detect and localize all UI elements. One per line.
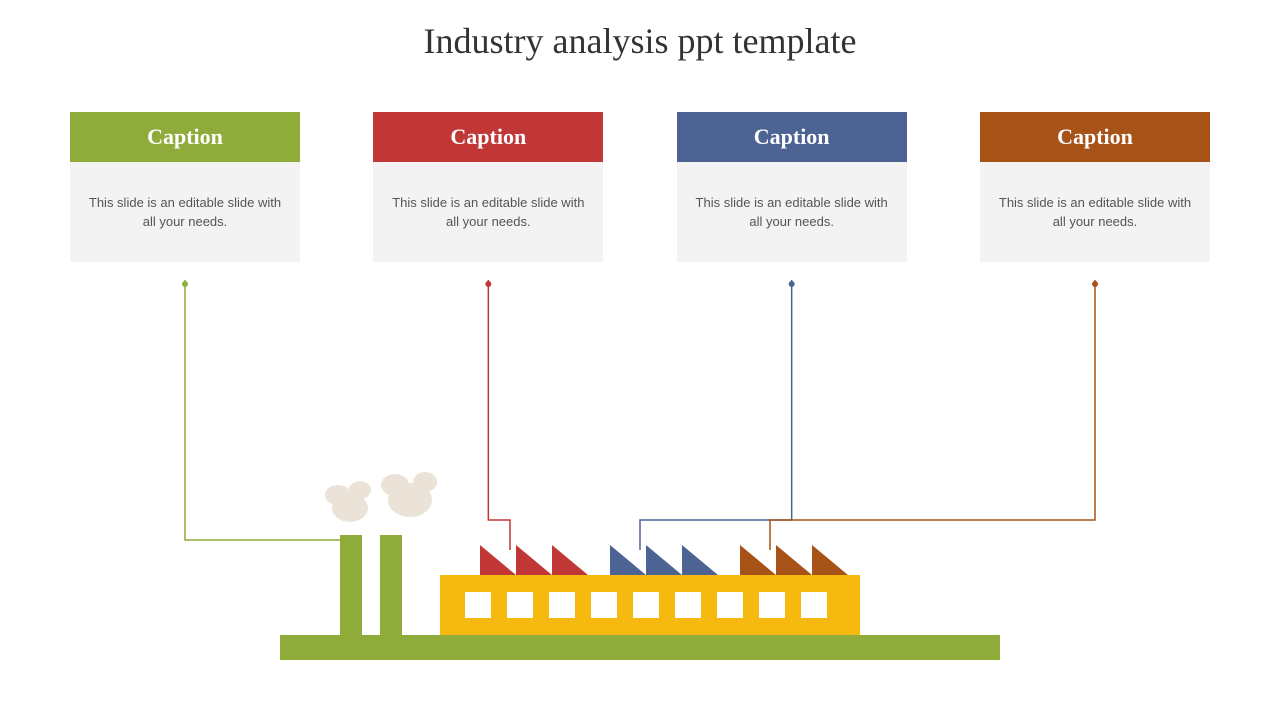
caption-header-2: Caption — [373, 112, 603, 162]
caption-body-2: This slide is an editable slide with all… — [373, 162, 603, 262]
caption-body-4: This slide is an editable slide with all… — [980, 162, 1210, 262]
caption-body-3: This slide is an editable slide with all… — [677, 162, 907, 262]
factory-illustration — [280, 460, 1000, 660]
caption-card-1: Caption This slide is an editable slide … — [70, 112, 300, 262]
caption-header-3: Caption — [677, 112, 907, 162]
caption-card-2: Caption This slide is an editable slide … — [373, 112, 603, 262]
caption-body-1: This slide is an editable slide with all… — [70, 162, 300, 262]
caption-card-3: Caption This slide is an editable slide … — [677, 112, 907, 262]
caption-header-1: Caption — [70, 112, 300, 162]
caption-header-4: Caption — [980, 112, 1210, 162]
caption-card-4: Caption This slide is an editable slide … — [980, 112, 1210, 262]
caption-cards-row: Caption This slide is an editable slide … — [0, 112, 1280, 262]
slide-title: Industry analysis ppt template — [0, 0, 1280, 62]
